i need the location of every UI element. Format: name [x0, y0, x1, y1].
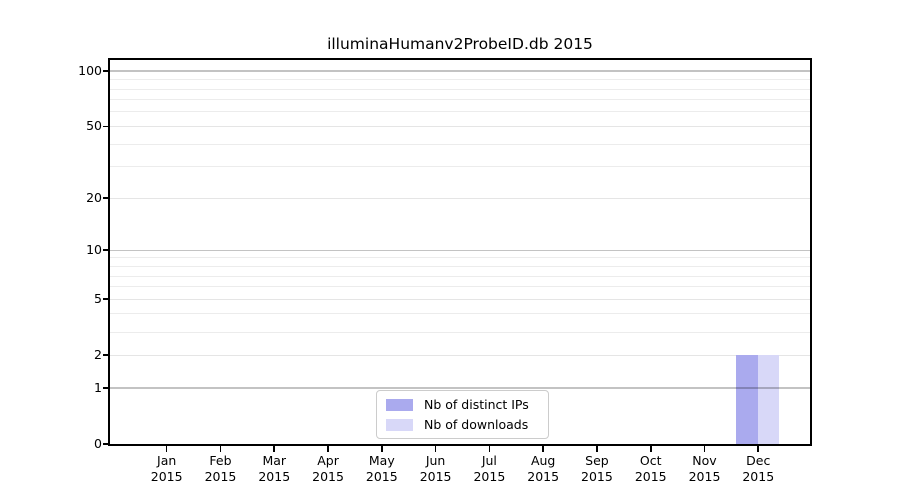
- y-tick-label: 0: [94, 436, 102, 451]
- x-tick-label: Aug 2015: [501, 453, 585, 484]
- x-tick-mark: [165, 446, 168, 452]
- y-tick-mark: [103, 354, 109, 357]
- x-tick-year: 2015: [365, 468, 398, 484]
- x-tick-year: 2015: [419, 468, 452, 484]
- bar-distinct-ips: [736, 355, 759, 444]
- x-tick-mark: [327, 446, 329, 452]
- gridline-major: [110, 387, 810, 389]
- gridline-minor: [110, 88, 810, 90]
- gridline-minor: [110, 286, 810, 288]
- x-tick-label: Mar 2015: [232, 453, 316, 484]
- x-tick-month: Mar: [262, 453, 287, 468]
- gridline-sub: [110, 125, 810, 127]
- bar-downloads: [758, 355, 780, 444]
- y-tick-label: 1: [94, 380, 102, 395]
- gridline-minor: [110, 313, 810, 315]
- gridline-minor: [110, 79, 810, 81]
- x-tick-mark: [703, 446, 706, 452]
- x-tick-label: Dec 2015: [716, 453, 800, 484]
- x-tick-mark: [488, 446, 491, 452]
- y-tick-label: 100: [78, 63, 102, 79]
- x-tick-month: Dec: [746, 453, 771, 468]
- x-tick-mark: [649, 446, 652, 452]
- gridline-major: [110, 70, 810, 72]
- legend-swatch-downloads: [386, 418, 413, 431]
- x-tick-label: Oct 2015: [609, 453, 693, 484]
- gridline-minor: [110, 166, 810, 168]
- y-tick-label: 50: [86, 118, 102, 134]
- x-tick-mark: [757, 446, 760, 452]
- x-tick-label: Sep 2015: [555, 453, 639, 484]
- gridline-minor: [110, 331, 810, 333]
- x-tick-month: Jul: [481, 453, 497, 468]
- x-tick-year: 2015: [742, 468, 775, 484]
- gridline-minor: [110, 275, 810, 277]
- x-tick-year: 2015: [312, 468, 344, 484]
- legend-label-downloads: Nb of downloads: [424, 417, 529, 432]
- gridline-sub: [110, 197, 810, 199]
- x-tick-label: Jun 2015: [394, 453, 478, 484]
- x-tick-year: 2015: [473, 468, 506, 484]
- x-tick-label: Feb 2015: [178, 453, 262, 484]
- x-tick-label: Nov 2015: [663, 453, 747, 484]
- x-tick-label: Jul 2015: [447, 453, 531, 484]
- x-tick-month: Apr: [317, 453, 339, 468]
- x-tick-mark: [381, 446, 383, 452]
- x-tick-year: 2015: [527, 468, 560, 484]
- legend-label-distinct-ips: Nb of distinct IPs: [424, 397, 529, 412]
- x-tick-mark: [219, 446, 222, 452]
- x-tick-label: Apr 2015: [286, 453, 370, 484]
- gridline-minor: [110, 111, 810, 113]
- x-tick-year: 2015: [150, 468, 183, 484]
- y-tick-mark: [103, 125, 109, 128]
- x-tick-month: Jan: [157, 453, 177, 468]
- gridline-minor: [110, 143, 810, 145]
- x-tick-label: May 2015: [340, 453, 424, 484]
- x-tick-year: 2015: [634, 468, 667, 484]
- gridline-minor: [110, 257, 810, 259]
- legend: Nb of distinct IPs Nb of downloads: [376, 390, 549, 439]
- x-tick-month: Jun: [425, 453, 446, 468]
- gridline-major: [110, 249, 810, 252]
- y-tick-mark: [103, 387, 109, 389]
- x-tick-month: Nov: [692, 453, 717, 468]
- y-tick-label: 20: [86, 190, 102, 206]
- x-tick-mark: [273, 446, 276, 452]
- y-tick-mark: [103, 197, 109, 199]
- gridline-sub: [110, 354, 810, 356]
- gridline-sub: [110, 298, 810, 300]
- x-tick-month: Oct: [639, 453, 662, 468]
- y-tick-mark: [103, 443, 109, 445]
- y-tick-label: 10: [86, 242, 102, 258]
- x-tick-mark: [434, 446, 437, 452]
- y-tick-mark: [103, 70, 109, 72]
- x-tick-month: May: [368, 453, 395, 468]
- gridline-minor: [110, 266, 810, 267]
- chart-title: illuminaHumanv2ProbeID.db 2015: [327, 35, 593, 53]
- x-tick-month: Sep: [585, 453, 609, 468]
- x-tick-year: 2015: [688, 468, 721, 484]
- y-tick-mark: [103, 249, 109, 252]
- y-tick-label: 5: [94, 291, 102, 307]
- x-tick-label: Jan 2015: [125, 453, 209, 484]
- gridline-minor: [110, 99, 810, 101]
- plot-area: [108, 58, 812, 446]
- x-tick-mark: [596, 446, 598, 452]
- y-tick-label: 2: [94, 347, 102, 363]
- x-tick-mark: [542, 446, 544, 452]
- x-tick-year: 2015: [204, 468, 237, 484]
- legend-item-downloads: Nb of downloads: [386, 417, 538, 432]
- x-tick-year: 2015: [258, 468, 291, 484]
- legend-swatch-distinct-ips: [386, 398, 413, 411]
- y-tick-mark: [103, 298, 109, 301]
- x-tick-month: Aug: [530, 453, 556, 468]
- x-tick-year: 2015: [581, 468, 613, 484]
- x-tick-month: Feb: [209, 453, 232, 468]
- legend-item-distinct-ips: Nb of distinct IPs: [386, 397, 538, 412]
